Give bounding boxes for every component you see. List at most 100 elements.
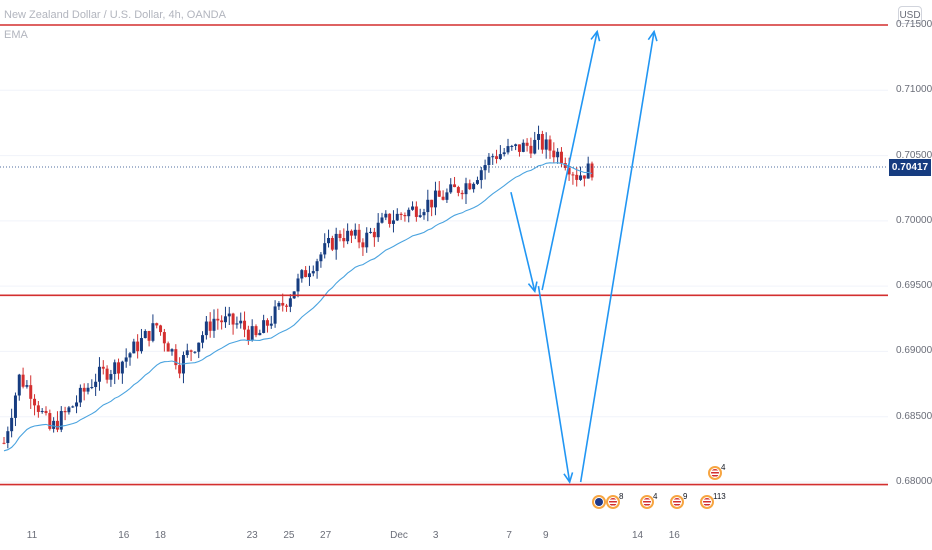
- candle-body: [357, 229, 361, 243]
- candle-body: [201, 335, 205, 343]
- candle-body: [506, 146, 510, 153]
- candle-body: [94, 381, 98, 388]
- candle-body: [78, 387, 82, 403]
- event-count: 9: [683, 492, 688, 501]
- candle-body: [101, 366, 105, 369]
- x-tick-label: Dec: [390, 530, 408, 541]
- candle-body: [563, 163, 567, 168]
- us-flag-event-icon[interactable]: [700, 495, 714, 509]
- candle-body: [124, 357, 128, 362]
- candle-body: [349, 230, 353, 236]
- candle-body: [311, 271, 315, 274]
- projection-arrowhead: [647, 29, 658, 42]
- candle-body: [571, 174, 575, 176]
- candle-body: [17, 374, 21, 396]
- candle-body: [548, 139, 552, 151]
- candle-body: [29, 385, 33, 399]
- candle-body: [590, 163, 594, 178]
- candle-body: [521, 142, 525, 152]
- candle-body: [75, 402, 79, 407]
- candle-body: [36, 405, 40, 412]
- x-tick-label: 3: [432, 530, 439, 541]
- event-count: 4: [721, 463, 726, 472]
- candle-body: [426, 199, 430, 213]
- candle-body: [273, 306, 277, 324]
- y-tick-label: 0.69000: [896, 345, 932, 357]
- candle-body: [414, 206, 418, 217]
- candle-body: [487, 156, 491, 166]
- candle-body: [537, 133, 541, 140]
- candle-body: [307, 273, 311, 278]
- chart-title: New Zealand Dollar / U.S. Dollar, 4h, OA…: [4, 9, 226, 21]
- candle-body: [223, 316, 227, 323]
- candle-body: [25, 385, 29, 387]
- candle-body: [250, 326, 254, 341]
- x-tick-label: 25: [283, 530, 295, 541]
- us-flag-event-icon[interactable]: [708, 466, 722, 480]
- candle-body: [514, 144, 518, 146]
- candle-body: [544, 139, 548, 150]
- event-count: 4: [653, 492, 658, 501]
- candle-body: [430, 199, 434, 208]
- x-tick-label: 14: [631, 530, 644, 541]
- candle-body: [338, 233, 342, 239]
- currency-button[interactable]: USD: [898, 6, 922, 24]
- candle-body: [468, 183, 472, 190]
- candle-body: [132, 341, 136, 354]
- x-tick-label: 18: [154, 530, 166, 541]
- candle-body: [441, 196, 445, 200]
- candle-body: [67, 407, 71, 413]
- x-tick-label: 27: [320, 530, 332, 541]
- y-tick-label: 0.70500: [896, 149, 932, 161]
- candle-body: [82, 387, 86, 392]
- candle-body: [185, 350, 189, 356]
- grid-lines: [0, 24, 888, 483]
- candle-body: [296, 278, 300, 292]
- projection-arrowhead: [590, 29, 601, 42]
- candle-body: [403, 215, 407, 217]
- candle-body: [151, 323, 155, 341]
- candle-body: [529, 145, 533, 154]
- candle-body: [193, 351, 197, 353]
- us-flag-event-icon[interactable]: [606, 495, 620, 509]
- candle-body: [208, 321, 212, 331]
- candle-body: [437, 190, 441, 197]
- candle-body: [365, 232, 369, 248]
- candle-body: [212, 318, 216, 331]
- candle-body: [254, 326, 258, 336]
- candle-body: [59, 410, 63, 430]
- candle-body: [479, 170, 483, 181]
- us-flag-event-icon[interactable]: [670, 495, 684, 509]
- us-flag-event-icon[interactable]: [640, 495, 654, 509]
- candles-layer: [2, 125, 594, 449]
- x-tick-label: 7: [506, 530, 512, 541]
- candle-body: [483, 165, 487, 171]
- candle-body: [586, 163, 590, 179]
- candle-body: [235, 323, 239, 325]
- candle-body: [52, 420, 56, 429]
- candle-body: [327, 238, 331, 244]
- candle-body: [525, 142, 529, 146]
- candle-body: [567, 167, 571, 175]
- candle-body: [445, 192, 449, 200]
- candle-body: [491, 156, 495, 158]
- candle-body: [395, 213, 399, 221]
- candle-body: [120, 361, 124, 374]
- projection-arrow-line: [579, 31, 655, 483]
- candle-body: [472, 183, 476, 190]
- candle-body: [13, 395, 17, 418]
- y-tick-label: 0.69500: [896, 280, 932, 292]
- candle-body: [495, 156, 499, 159]
- candle-body: [44, 410, 48, 414]
- candle-body: [281, 302, 285, 306]
- candle-body: [411, 206, 415, 210]
- flag-icon: [609, 498, 617, 506]
- candle-body: [262, 320, 266, 333]
- candle-body: [475, 180, 479, 184]
- y-tick-label: 0.70000: [896, 214, 932, 226]
- indicator-label[interactable]: EMA: [4, 29, 28, 41]
- flag-icon: [595, 498, 603, 506]
- candle-body: [304, 270, 308, 278]
- nz-flag-event-icon[interactable]: [592, 495, 606, 509]
